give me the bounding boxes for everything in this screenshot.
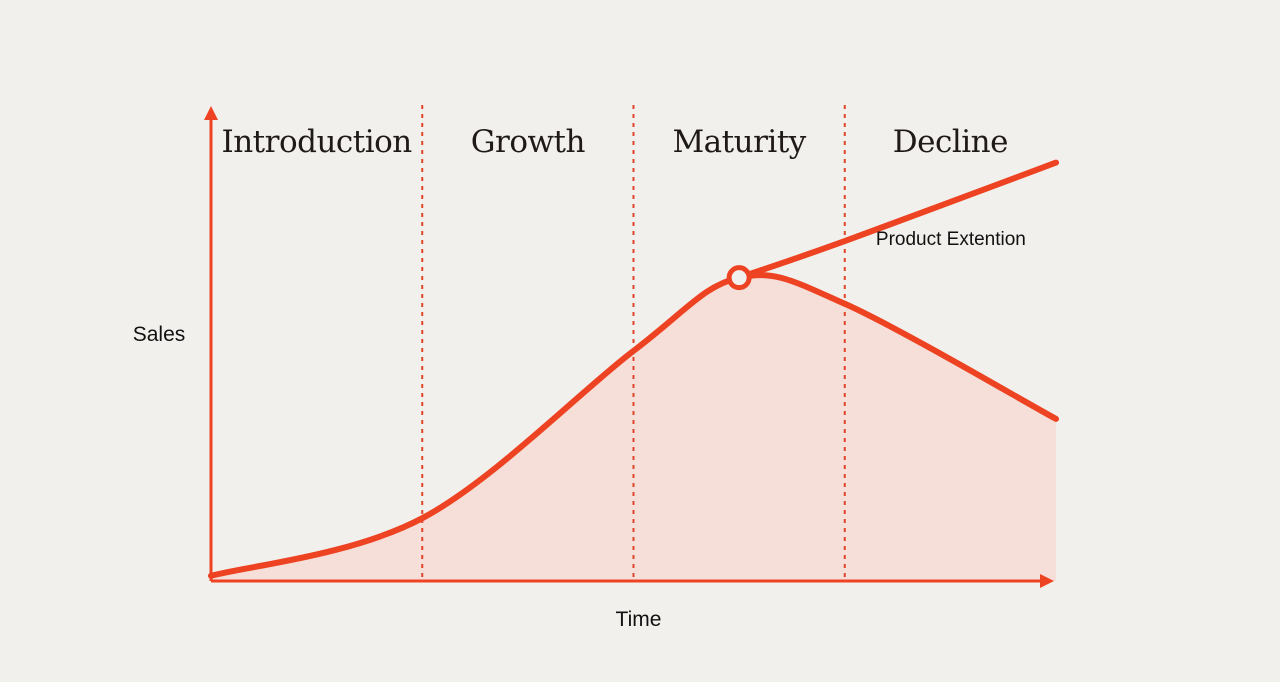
- x-axis-label: Time: [616, 608, 662, 631]
- stage-label-introduction: Introduction: [221, 124, 412, 160]
- y-axis-arrow: [204, 106, 218, 120]
- maturity-peak-marker: [726, 265, 752, 291]
- stage-label-maturity: Maturity: [672, 124, 806, 160]
- stage-label-growth: Growth: [471, 124, 586, 160]
- sales-area-fill: [211, 275, 1056, 581]
- x-axis-arrow: [1040, 574, 1054, 588]
- stage-dividers: [421, 105, 846, 581]
- sales-series-line: [208, 272, 1059, 579]
- y-axis-label: Sales: [133, 323, 186, 346]
- annotation-product-extention: Product Extention: [876, 229, 1026, 250]
- product-extention-series-line: [736, 159, 1059, 281]
- axes: [204, 106, 1054, 588]
- stage-label-decline: Decline: [893, 124, 1008, 160]
